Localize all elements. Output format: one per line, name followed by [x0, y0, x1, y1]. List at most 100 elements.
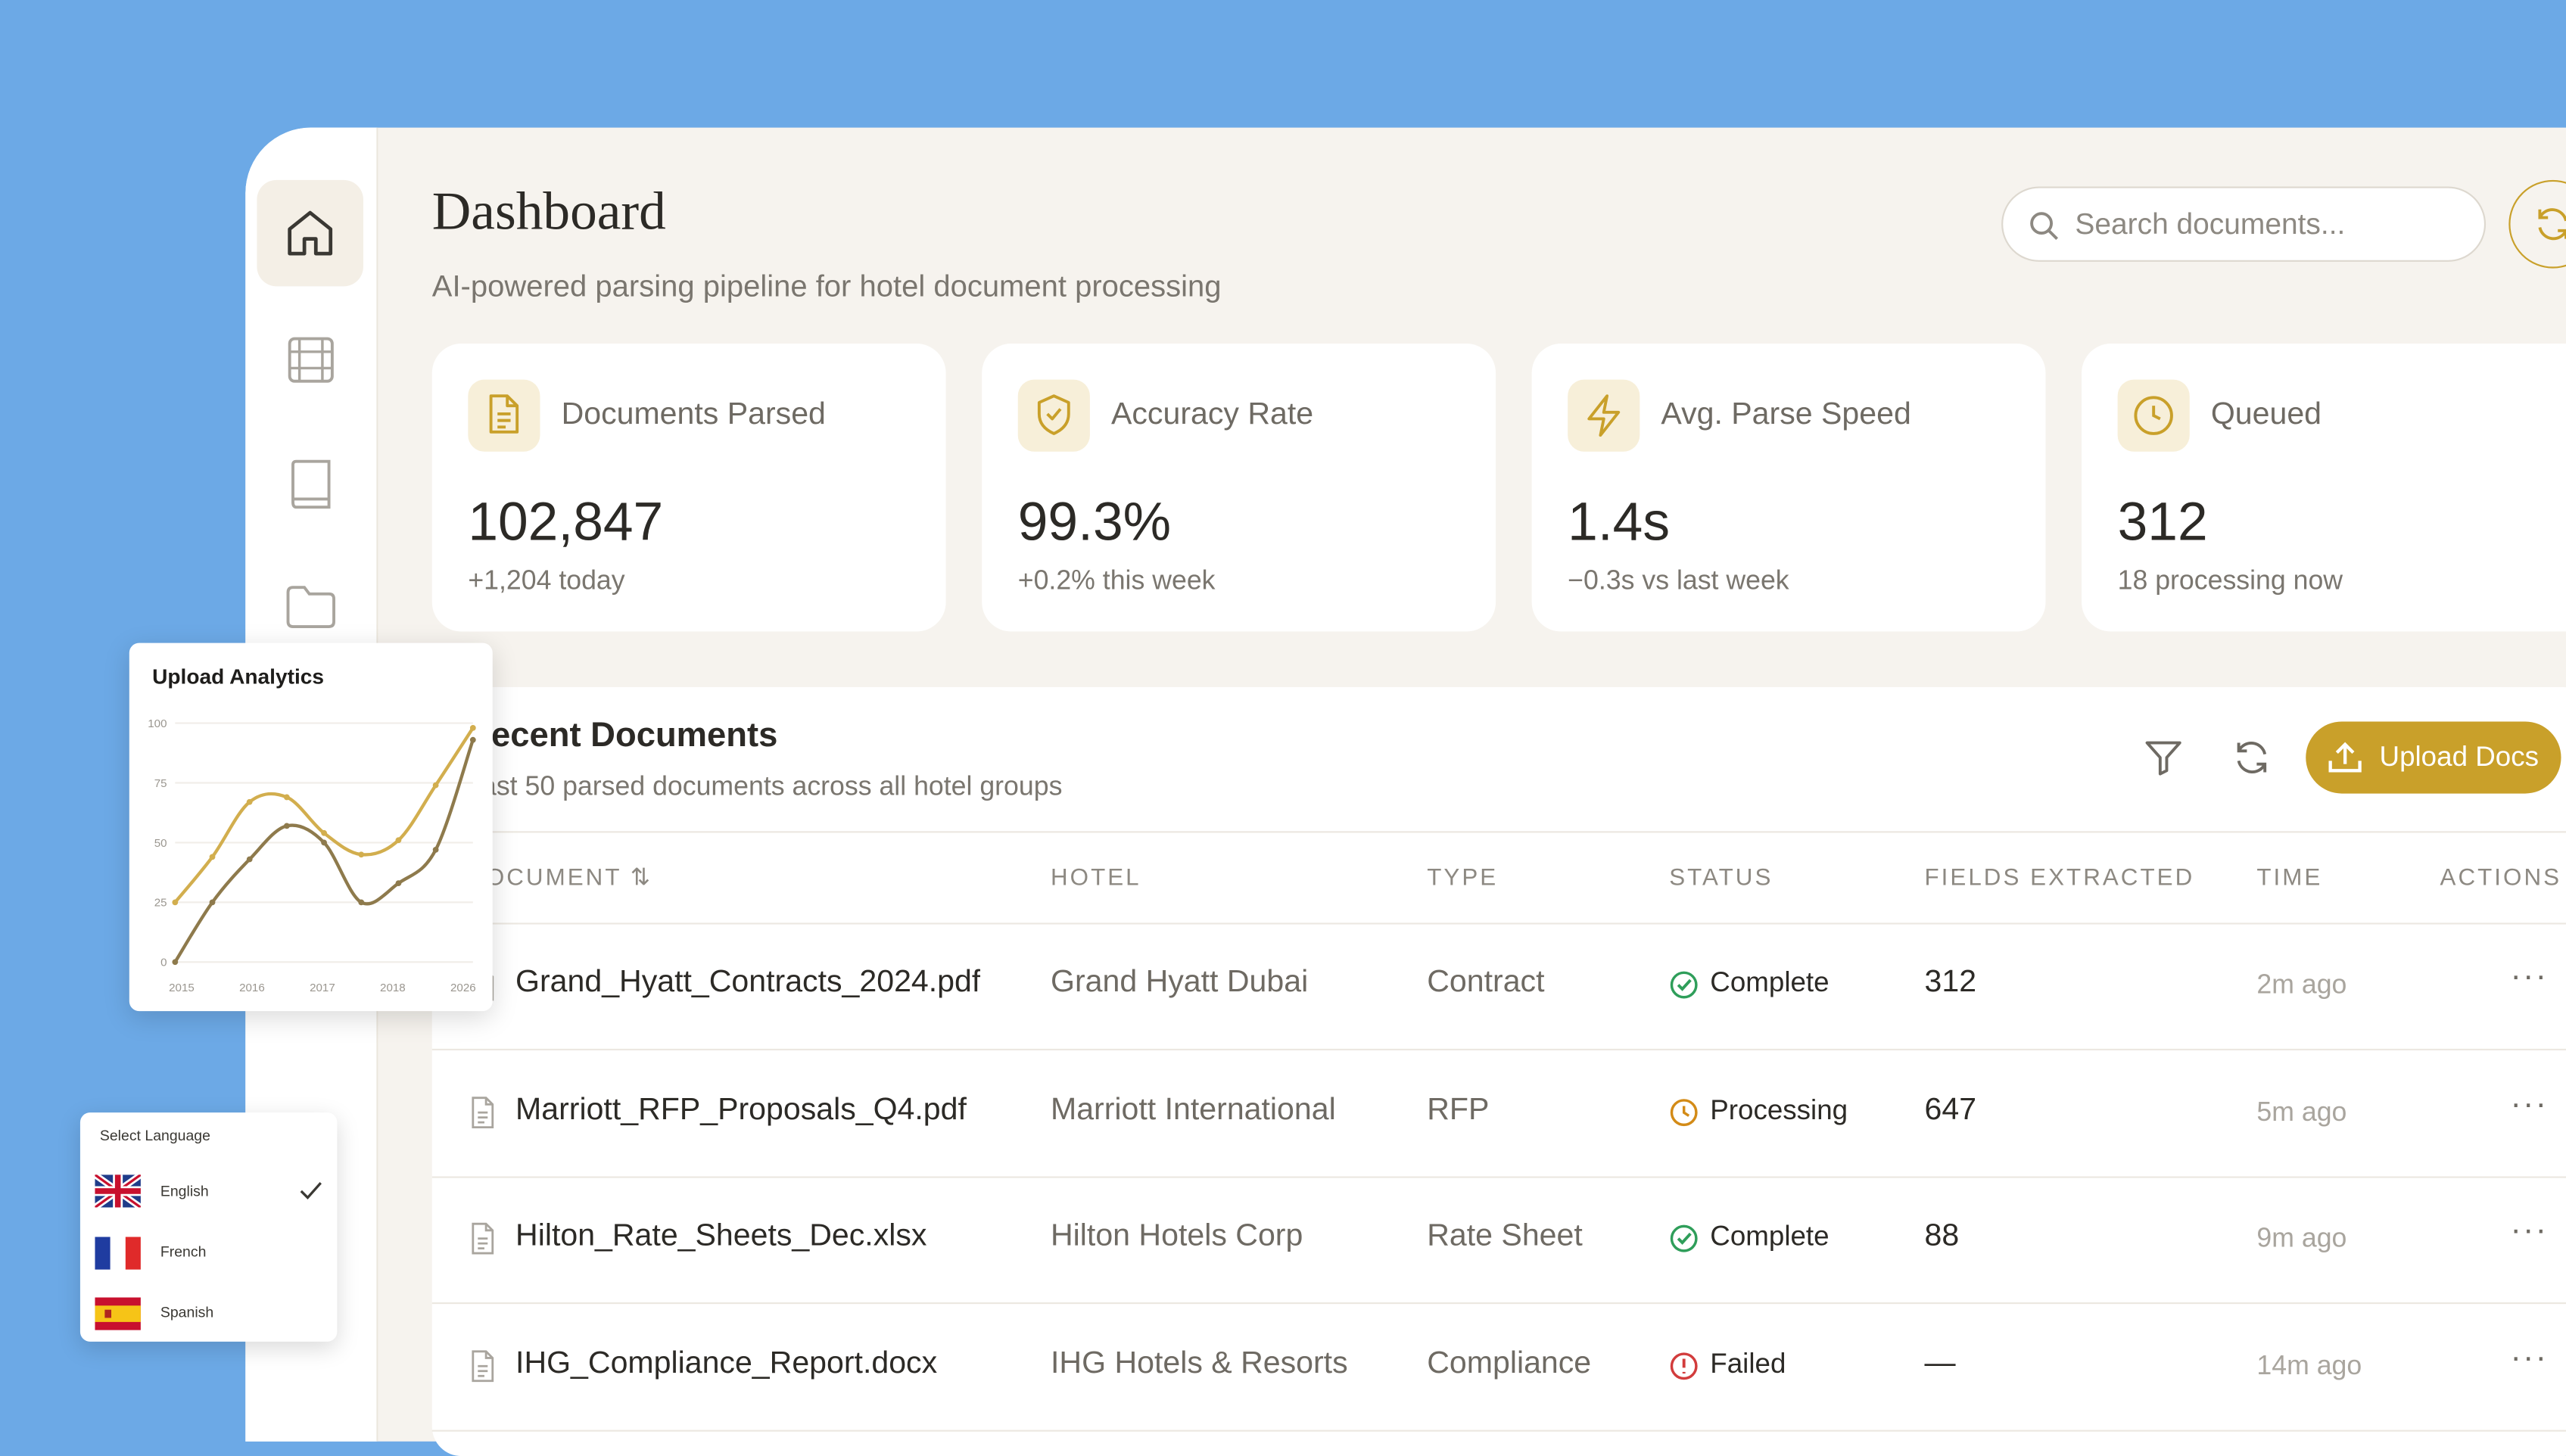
divider: [431, 922, 2566, 925]
row-actions[interactable]: ···: [2510, 1212, 2549, 1249]
status: Failed: [1710, 1347, 1786, 1379]
stat-icon-box: [1568, 379, 1640, 452]
stat-note: 18 processing now: [2117, 566, 2343, 596]
row-actions[interactable]: ···: [2510, 958, 2549, 995]
y-tick-label: 0: [160, 957, 167, 969]
table-row[interactable]: [431, 1050, 2566, 1178]
flag-fr: [95, 1237, 141, 1270]
point: [395, 837, 402, 844]
table-row[interactable]: [431, 922, 2566, 1050]
icon: [288, 210, 333, 256]
search-placeholder: Search documents...: [2075, 207, 2346, 241]
nav-folder[interactable]: [286, 586, 335, 628]
flag-es: [95, 1297, 141, 1330]
hotel: Hilton Hotels Corp: [1050, 1218, 1303, 1254]
fields-extracted: 647: [1924, 1092, 1977, 1127]
divider: [431, 831, 2566, 833]
filter-button[interactable]: [2144, 739, 2183, 776]
doc-type: Compliance: [1427, 1346, 1592, 1380]
stat-card: Accuracy Rate 99.3% +0.2% this week: [982, 344, 1496, 632]
hotel: IHG Hotels & Resorts: [1050, 1346, 1348, 1380]
row-actions[interactable]: ···: [2510, 1085, 2549, 1122]
point: [432, 782, 439, 789]
point: [283, 794, 290, 801]
time: 14m ago: [2256, 1350, 2362, 1380]
point: [172, 959, 179, 966]
stat-label: Avg. Parse Speed: [1661, 397, 1911, 432]
stat-icon-box: [2117, 379, 2190, 452]
point: [209, 899, 216, 906]
search-icon: [2030, 212, 2058, 241]
nav-grid[interactable]: [288, 337, 335, 383]
point: [358, 899, 365, 906]
stat-icon: [1587, 394, 1621, 437]
column-header: FIELDS EXTRACTED: [1924, 865, 2195, 892]
stat-value: 312: [2117, 490, 2208, 552]
status-icon: [1670, 971, 1698, 999]
point: [321, 839, 327, 846]
status: Processing: [1710, 1094, 1848, 1125]
point: [469, 725, 476, 731]
upload-label: Upload Docs: [2379, 741, 2539, 773]
stat-icon: [2134, 396, 2173, 435]
language-option[interactable]: Spanish: [160, 1304, 214, 1321]
table-row[interactable]: [431, 1303, 2566, 1431]
time: 9m ago: [2256, 1224, 2347, 1254]
fields-extracted: —: [1924, 1346, 1956, 1380]
reload-button[interactable]: [2232, 738, 2272, 777]
language-selector: Select Language English French Spanish: [79, 1112, 338, 1342]
stat-icon-box: [468, 379, 540, 452]
point: [283, 823, 290, 829]
stat-card: Documents Parsed 102,847 +1,204 today: [431, 344, 946, 632]
stat-note: +0.2% this week: [1017, 566, 1216, 596]
stat-note: +1,204 today: [468, 566, 625, 596]
search-box[interactable]: Search documents...: [2001, 186, 2487, 262]
status: Complete: [1710, 966, 1830, 998]
nav-home[interactable]: [257, 179, 363, 287]
time: 2m ago: [2256, 970, 2347, 1000]
table-title: Recent Documents: [466, 716, 778, 754]
y-tick-label: 75: [154, 777, 167, 790]
flag-uk: [95, 1174, 141, 1208]
document-name: Grand_Hyatt_Contracts_2024.pdf: [515, 965, 981, 1000]
point: [321, 829, 327, 836]
upload-button[interactable]: Upload Docs: [2306, 721, 2561, 794]
hotel: Marriott International: [1050, 1092, 1336, 1127]
stat-icon: [489, 394, 519, 434]
document-name: Hilton_Rate_Sheets_Dec.xlsx: [515, 1218, 927, 1254]
language-option[interactable]: French: [160, 1243, 207, 1260]
x-tick-label: 2018: [380, 982, 406, 994]
documents-panel: [431, 687, 2566, 1456]
fields-extracted: 312: [1924, 965, 1977, 1000]
file-icon: [472, 1349, 494, 1382]
x-tick-label: 2016: [239, 982, 265, 994]
doc-type: RFP: [1427, 1092, 1490, 1127]
stat-value: 99.3%: [1017, 490, 1172, 552]
doc-type: Contract: [1427, 965, 1545, 1000]
stat-card: Queued 312 18 processing now: [2082, 344, 2566, 632]
column-header: ACTIONS: [2440, 865, 2562, 892]
status-icon: [1670, 1352, 1698, 1380]
status-icon: [1670, 1098, 1698, 1126]
time: 5m ago: [2256, 1097, 2347, 1127]
upload-analytics-card: Upload Analytics 0 25 50 75 100 2015 2016 2017 2…: [129, 642, 493, 1012]
column-header: TIME: [2256, 865, 2323, 892]
status: Complete: [1710, 1220, 1830, 1252]
stat-label: Documents Parsed: [561, 397, 826, 432]
point: [469, 736, 476, 743]
column-header: STATUS: [1669, 865, 1773, 892]
document-name: IHG_Compliance_Report.docx: [515, 1346, 938, 1380]
language-option[interactable]: English: [160, 1183, 209, 1199]
x-tick-label: 2015: [169, 982, 195, 994]
row-actions[interactable]: ···: [2510, 1339, 2549, 1376]
hotel: Grand Hyatt Dubai: [1050, 965, 1309, 1000]
doc-type: Rate Sheet: [1427, 1218, 1583, 1254]
point: [246, 856, 253, 863]
nav-book[interactable]: [288, 459, 335, 509]
x-tick-label: 2017: [310, 982, 335, 994]
table-subtitle: Last 50 parsed documents across all hote…: [466, 772, 1063, 802]
status-icon: [1670, 1224, 1698, 1252]
table-row[interactable]: [431, 1176, 2566, 1305]
